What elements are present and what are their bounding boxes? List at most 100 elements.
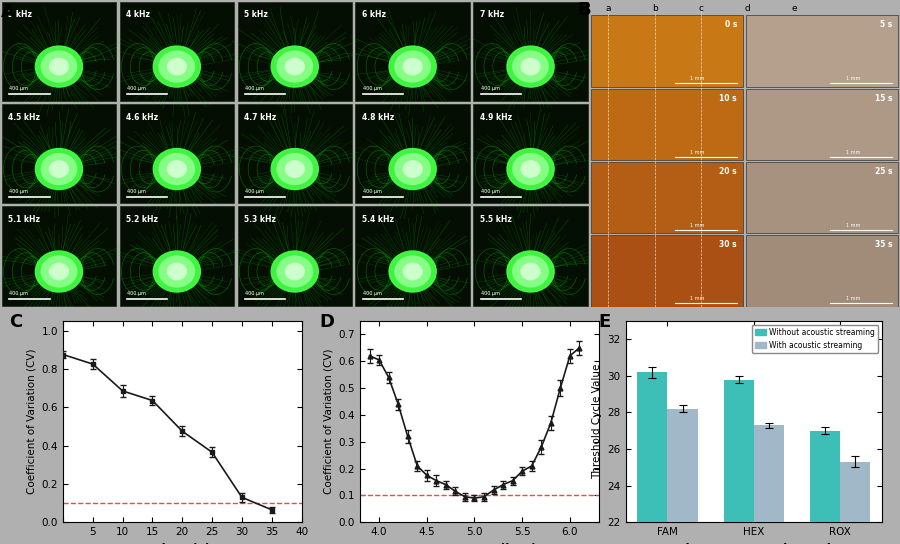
Circle shape: [50, 263, 68, 280]
Bar: [2, 2, 116, 101]
Bar: [840, 462, 870, 544]
Text: 4.7 kHz: 4.7 kHz: [244, 113, 276, 122]
Text: 400 μm: 400 μm: [481, 291, 500, 296]
Bar: [356, 104, 470, 203]
Text: 4.5 kHz: 4.5 kHz: [8, 113, 40, 122]
Circle shape: [159, 153, 194, 184]
Text: B: B: [577, 2, 590, 20]
Text: 400 μm: 400 μm: [245, 86, 264, 91]
Text: 4.9 kHz: 4.9 kHz: [480, 113, 512, 122]
Bar: [637, 372, 668, 544]
Text: 400 μm: 400 μm: [245, 189, 264, 194]
Text: 400 μm: 400 μm: [481, 189, 500, 194]
Y-axis label: Coefficient of Variation (CV): Coefficient of Variation (CV): [323, 349, 333, 494]
Text: a: a: [606, 4, 611, 13]
Circle shape: [389, 149, 436, 189]
Text: 6 kHz: 6 kHz: [362, 10, 386, 19]
Text: 20 s: 20 s: [719, 167, 737, 176]
Text: 15 s: 15 s: [875, 94, 892, 103]
Circle shape: [167, 263, 186, 280]
Bar: [746, 162, 898, 233]
Circle shape: [389, 46, 436, 87]
X-axis label: Time (s): Time (s): [153, 543, 211, 544]
Circle shape: [403, 58, 422, 75]
Circle shape: [167, 58, 186, 75]
Circle shape: [513, 153, 548, 184]
Text: 1 mm: 1 mm: [690, 296, 705, 301]
X-axis label: Fluorescence Channel: Fluorescence Channel: [677, 543, 831, 544]
Text: d: d: [745, 4, 751, 13]
Text: 10 s: 10 s: [719, 94, 737, 103]
Bar: [591, 235, 743, 307]
Text: 4 kHz: 4 kHz: [126, 10, 150, 19]
Circle shape: [271, 149, 319, 189]
Bar: [591, 162, 743, 233]
Text: 1 mm: 1 mm: [690, 223, 705, 228]
Circle shape: [41, 256, 76, 287]
Circle shape: [50, 161, 68, 177]
Bar: [473, 206, 588, 306]
Circle shape: [153, 251, 201, 292]
Bar: [238, 2, 352, 101]
Bar: [591, 15, 743, 87]
Y-axis label: Threshold Cycle Value: Threshold Cycle Value: [592, 364, 602, 479]
Circle shape: [389, 251, 436, 292]
Circle shape: [395, 153, 430, 184]
Text: 400 μm: 400 μm: [127, 291, 146, 296]
Bar: [356, 2, 470, 101]
Bar: [724, 380, 754, 544]
Text: 400 μm: 400 μm: [9, 291, 28, 296]
Text: 400 μm: 400 μm: [363, 189, 382, 194]
Text: 25 s: 25 s: [875, 167, 892, 176]
Circle shape: [159, 256, 194, 287]
Text: 30 s: 30 s: [719, 240, 737, 249]
Text: 400 μm: 400 μm: [127, 189, 146, 194]
Text: 1 mm: 1 mm: [690, 150, 705, 154]
Bar: [120, 2, 234, 101]
Circle shape: [277, 51, 312, 82]
Text: A: A: [1, 3, 15, 21]
Text: 5.5 kHz: 5.5 kHz: [480, 215, 512, 224]
Circle shape: [159, 51, 194, 82]
Circle shape: [507, 149, 554, 189]
Bar: [238, 206, 352, 306]
Circle shape: [285, 58, 304, 75]
Legend: Without acoustic streaming, With acoustic streaming: Without acoustic streaming, With acousti…: [752, 325, 878, 353]
Text: 4.8 kHz: 4.8 kHz: [362, 113, 394, 122]
Text: 5.2 kHz: 5.2 kHz: [126, 215, 158, 224]
Text: D: D: [320, 313, 335, 331]
Circle shape: [277, 256, 312, 287]
Circle shape: [395, 51, 430, 82]
Text: E: E: [598, 313, 611, 331]
Circle shape: [41, 153, 76, 184]
Text: 0 s: 0 s: [724, 21, 737, 29]
Circle shape: [513, 256, 548, 287]
Bar: [2, 206, 116, 306]
Text: 1 mm: 1 mm: [690, 77, 705, 82]
Circle shape: [285, 263, 304, 280]
Text: 3 kHz: 3 kHz: [8, 10, 32, 19]
Bar: [356, 206, 470, 306]
Bar: [120, 206, 234, 306]
Bar: [754, 425, 784, 544]
Text: 5.1 kHz: 5.1 kHz: [8, 215, 40, 224]
X-axis label: Frequency (kHz): Frequency (kHz): [422, 543, 536, 544]
Circle shape: [271, 46, 319, 87]
Text: 5 s: 5 s: [880, 21, 892, 29]
Bar: [746, 15, 898, 87]
Text: 400 μm: 400 μm: [9, 86, 28, 91]
Circle shape: [395, 256, 430, 287]
Circle shape: [153, 149, 201, 189]
Circle shape: [35, 46, 83, 87]
Circle shape: [521, 161, 540, 177]
Circle shape: [521, 263, 540, 280]
Bar: [2, 104, 116, 203]
Circle shape: [41, 51, 76, 82]
Circle shape: [35, 149, 83, 189]
Circle shape: [513, 51, 548, 82]
Text: 400 μm: 400 μm: [127, 86, 146, 91]
Text: 5 kHz: 5 kHz: [244, 10, 268, 19]
Bar: [746, 89, 898, 160]
Text: 4.6 kHz: 4.6 kHz: [126, 113, 158, 122]
Circle shape: [521, 58, 540, 75]
